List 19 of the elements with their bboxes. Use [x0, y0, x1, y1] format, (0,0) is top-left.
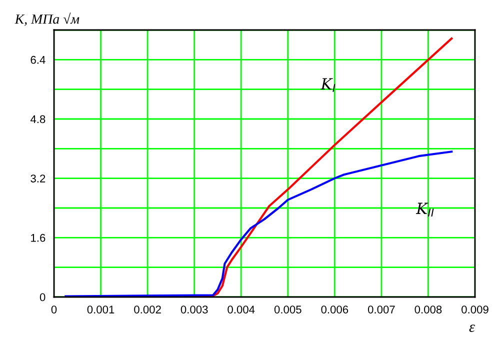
y-axis-title: K, МПа √м	[14, 12, 80, 26]
y-tick-label: 3.2	[30, 174, 46, 182]
y-tick-label: 1.6	[31, 234, 46, 242]
y-tick-label: 0	[40, 293, 46, 302]
x-tick-label: 0	[51, 306, 57, 314]
x-tick-label: 0.009	[462, 306, 488, 314]
x-tick-label: 0.001	[87, 306, 114, 314]
y-tick-label: 6.4	[30, 56, 46, 64]
x-tick-label: 0.005	[274, 306, 302, 314]
y-tick-label: 4.8	[30, 115, 46, 124]
x-tick-label: 0.007	[368, 306, 395, 314]
x-tick-label: 0.006	[321, 306, 348, 314]
x-tick-label: 0.008	[414, 306, 442, 314]
x-axis-title: ε	[469, 324, 475, 332]
x-tick-label: 0.003	[180, 306, 208, 314]
x-tick-label: 0.002	[134, 306, 161, 314]
text: K$_{I}$	[320, 78, 336, 92]
line-series	[64, 150, 453, 297]
x-tick-label: 0.004	[228, 306, 255, 314]
